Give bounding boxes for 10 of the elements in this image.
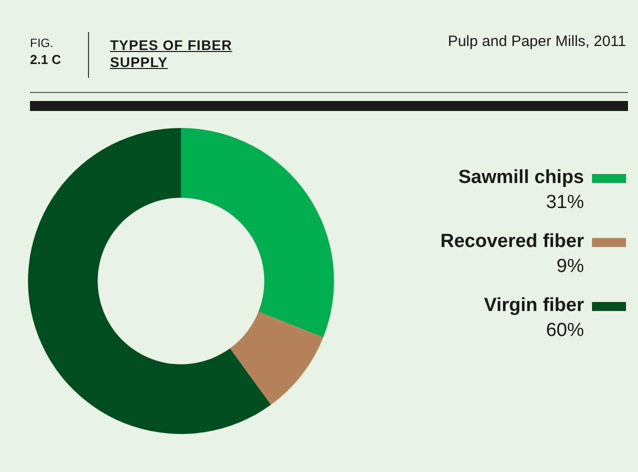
legend-label: Recovered fiber [440, 230, 584, 254]
chart-subtitle: Pulp and Paper Mills, 2011 [448, 33, 626, 50]
chart-title: TYPES OF FIBER SUPPLY [110, 37, 234, 71]
data-label: 60% [544, 319, 584, 343]
data-label: 31% [544, 191, 584, 215]
legend-label: Virgin fiber [484, 294, 584, 318]
legend-label: Sawmill chips [458, 166, 584, 190]
text: 2.1 C [30, 52, 62, 67]
text: FIG. [30, 36, 54, 50]
data-label: 9% [556, 255, 584, 279]
